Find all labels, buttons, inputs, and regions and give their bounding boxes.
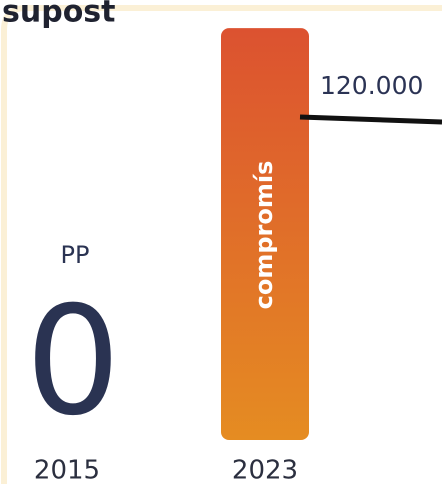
bar [221,28,309,440]
chart-title: supost [2,0,116,30]
reference-label: 120.000 [320,71,423,100]
card-edge [1,5,442,484]
x-tick-label: 2023 [232,456,298,484]
value-label: 0 [25,275,120,449]
bar-label: PP [61,241,90,269]
reference-line [299,114,442,125]
bar-label: compromís [250,161,278,310]
x-tick-label: 2015 [34,456,100,484]
